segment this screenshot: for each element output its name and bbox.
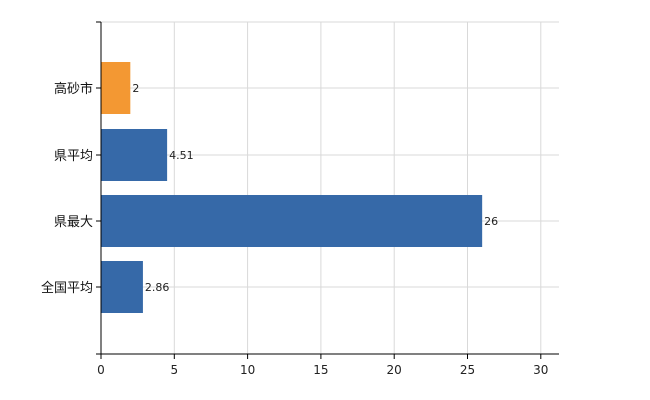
bar-1 xyxy=(101,129,168,181)
category-label-3: 全国平均 xyxy=(41,280,93,296)
category-label-0: 高砂市 xyxy=(54,81,93,97)
x-tick-label-10: 10 xyxy=(240,363,255,377)
x-tick-label-20: 20 xyxy=(387,363,402,377)
category-label-1: 県平均 xyxy=(54,149,93,164)
data-label-2: 26 xyxy=(484,215,498,228)
data-label-0: 2 xyxy=(132,82,139,95)
x-tick-label-15: 15 xyxy=(313,363,328,377)
data-label-1: 4.51 xyxy=(169,149,194,162)
x-tick-label-0: 0 xyxy=(97,363,105,377)
bars xyxy=(101,62,483,313)
x-axis: 0 5 10 15 20 25 30 xyxy=(97,354,548,377)
bar-2 xyxy=(101,195,483,247)
category-label-2: 県最大 xyxy=(54,215,93,230)
bar-3 xyxy=(101,261,143,313)
bar-0 xyxy=(101,62,131,114)
x-tick-label-30: 30 xyxy=(533,363,548,377)
x-tick-label-5: 5 xyxy=(170,363,178,377)
grid-lines xyxy=(101,21,559,354)
x-tick-label-25: 25 xyxy=(460,363,475,377)
data-labels: 2 4.51 26 2.86 xyxy=(132,82,498,294)
data-label-3: 2.86 xyxy=(145,281,170,294)
